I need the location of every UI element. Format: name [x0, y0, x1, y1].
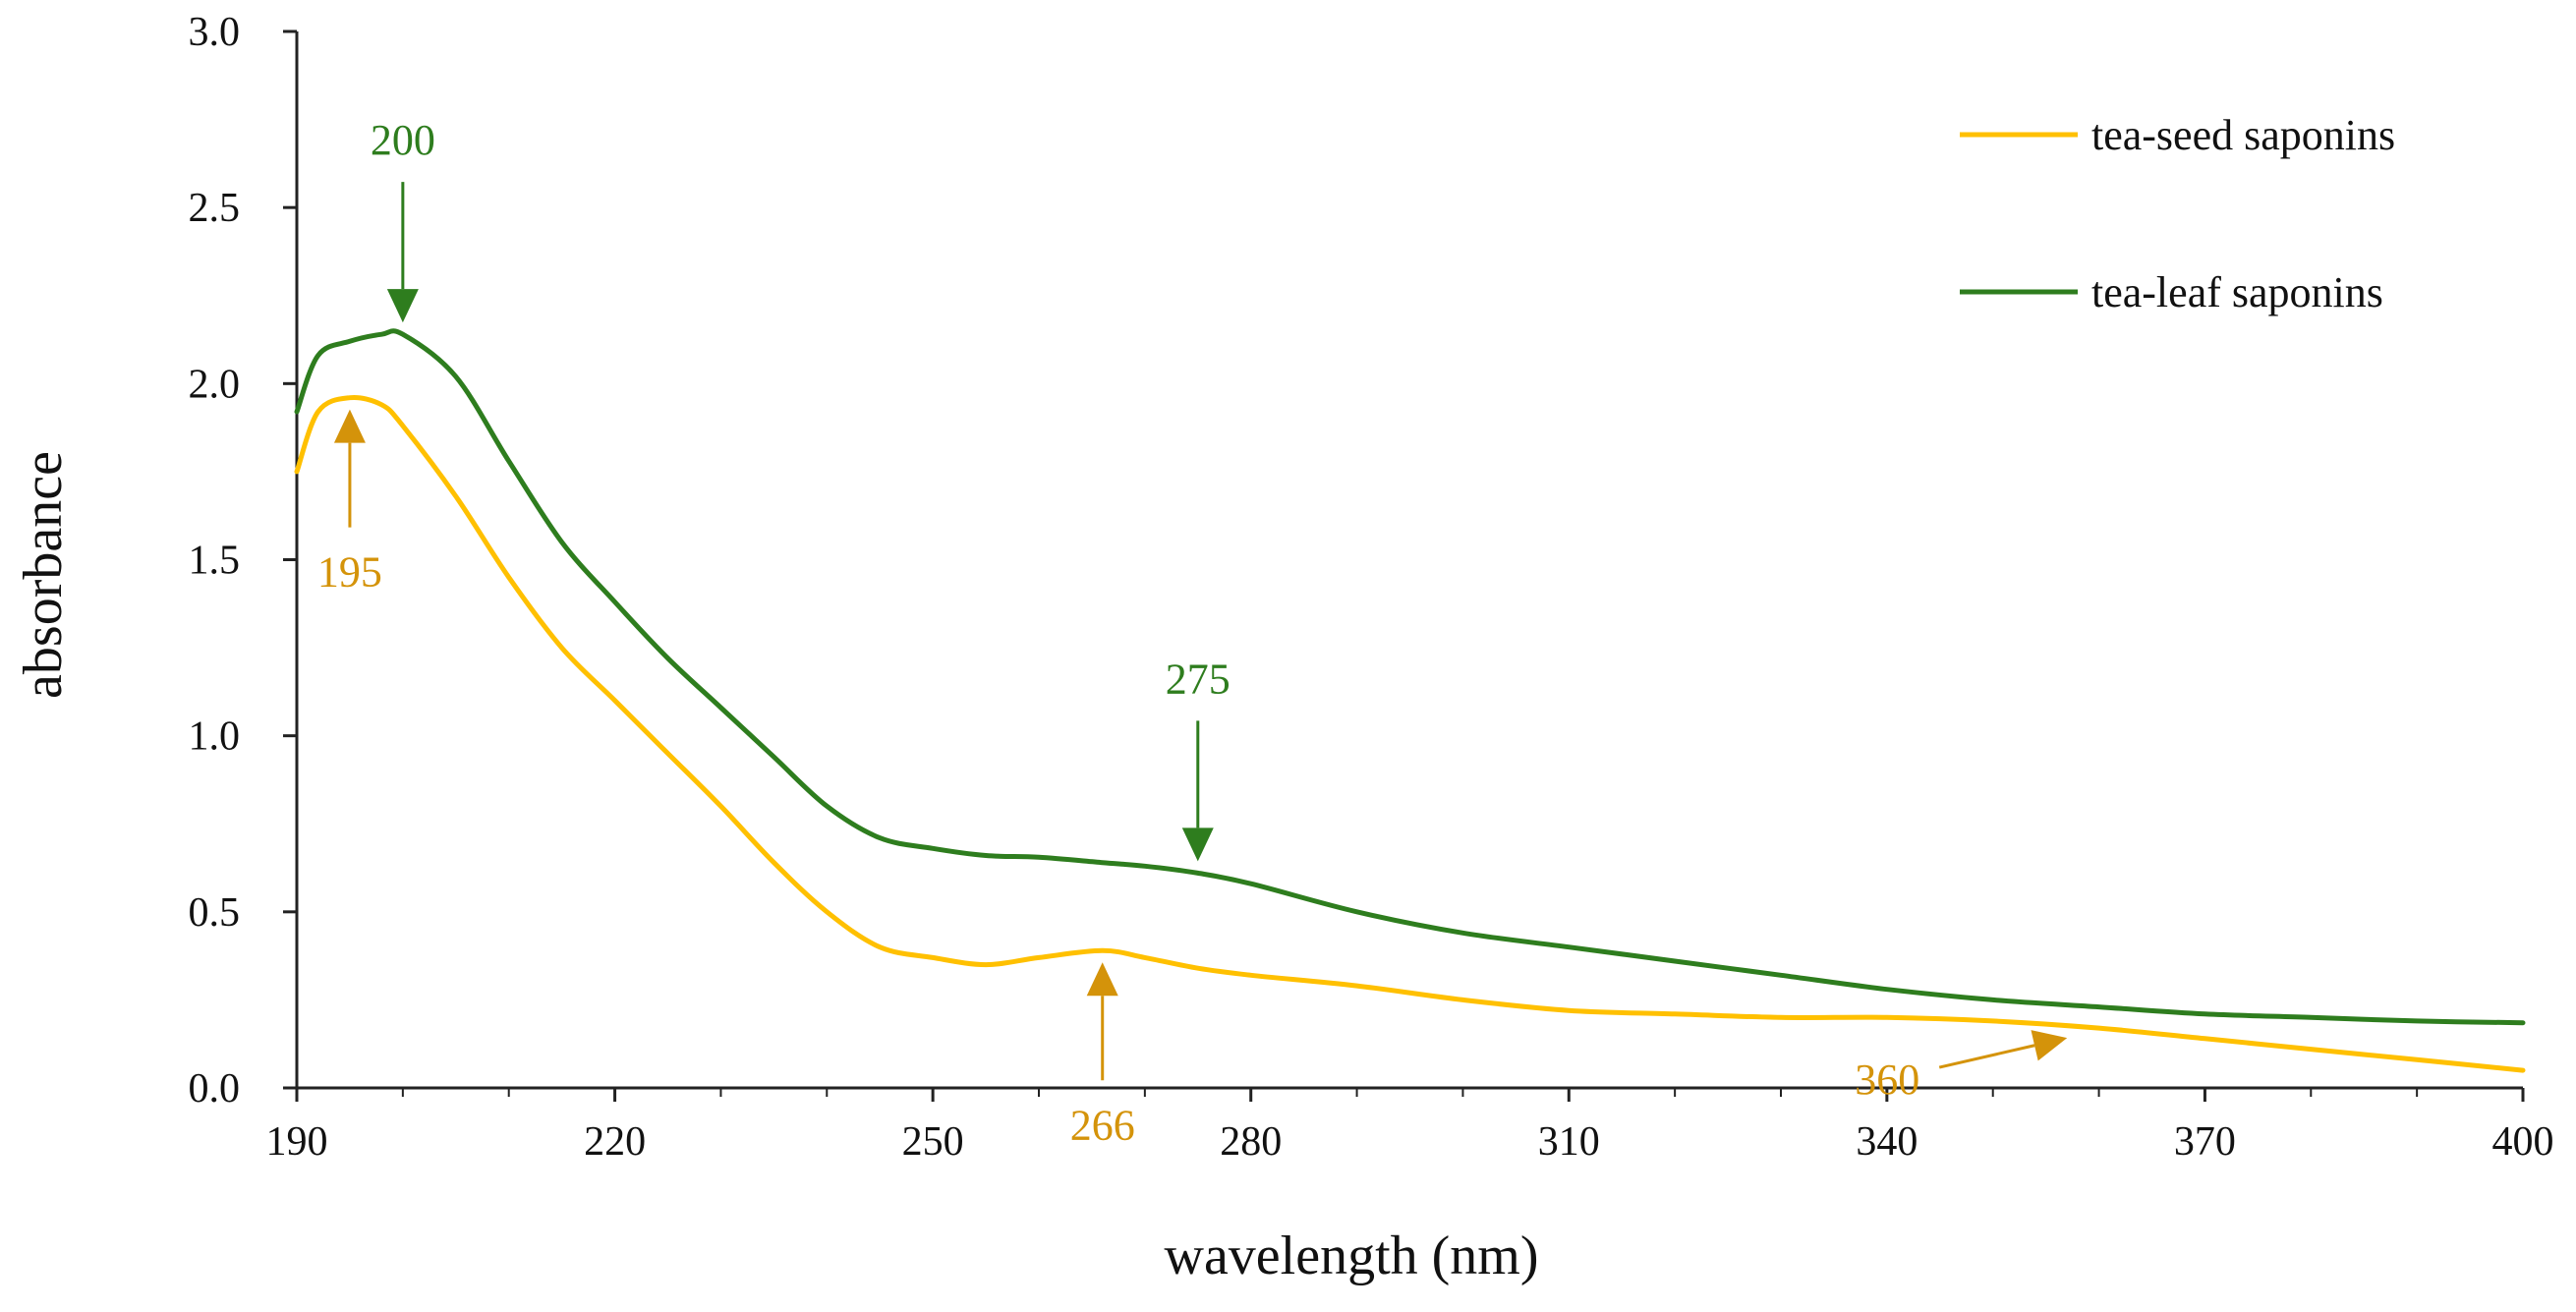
annotation-label-266: 266 [1070, 1101, 1135, 1149]
arrow-head [333, 409, 366, 443]
legend: tea-seed saponins tea-leaf saponins [1960, 111, 2395, 316]
y-tick-label: 0.0 [189, 1066, 241, 1112]
arrow-head [386, 289, 419, 323]
annotation-label-275: 275 [1166, 655, 1231, 703]
arrow-head [1086, 962, 1118, 997]
annotation-label-200: 200 [371, 116, 435, 164]
annotation-label-360: 360 [1855, 1055, 1919, 1104]
x-tick-label: 190 [266, 1119, 328, 1165]
x-tick-label: 250 [902, 1119, 964, 1165]
y-tick-label: 1.0 [189, 714, 241, 760]
x-tick-label: 340 [1856, 1119, 1918, 1165]
y-tick-label: 1.5 [189, 539, 241, 584]
x-tick-label: 220 [584, 1119, 646, 1165]
annotation-arrow-200 [386, 182, 419, 323]
annotations: 200 195 275 266 360 [317, 116, 2068, 1149]
annotation-label-195: 195 [317, 548, 382, 597]
y-tick-label: 3.0 [189, 10, 241, 55]
x-axis-title: wavelength (nm) [1165, 1226, 1539, 1286]
annotation-arrow-266 [1086, 962, 1118, 1081]
annotation-arrow-360 [1938, 1030, 2068, 1069]
y-tick-label: 0.5 [189, 890, 241, 936]
axes: 0.0 0.5 1.0 1.5 2.0 2.5 3.0 190 220 250 280 310 340 3… [189, 10, 2554, 1165]
y-tick-label: 2.0 [189, 362, 241, 407]
x-tick-label: 310 [1538, 1119, 1600, 1165]
x-tick-label: 280 [1220, 1119, 1282, 1165]
x-tick-label: 400 [2492, 1119, 2554, 1165]
annotation-arrow-275 [1181, 720, 1214, 862]
series-lines [294, 328, 2526, 1073]
y-tick-label: 2.5 [189, 186, 241, 231]
legend-label: tea-seed saponins [2091, 111, 2395, 159]
x-tick-label: 370 [2174, 1119, 2236, 1165]
legend-label: tea-leaf saponins [2091, 268, 2383, 316]
arrow-head [1181, 827, 1214, 862]
annotation-arrow-195 [333, 409, 366, 528]
arrow-shaft [1938, 1044, 2035, 1069]
series-line-tea-leaf-saponins [294, 328, 2526, 1026]
arrow-head [2031, 1030, 2068, 1061]
series-line-tea-seed-saponins [294, 394, 2526, 1073]
y-axis-title: absorbance [13, 451, 74, 699]
